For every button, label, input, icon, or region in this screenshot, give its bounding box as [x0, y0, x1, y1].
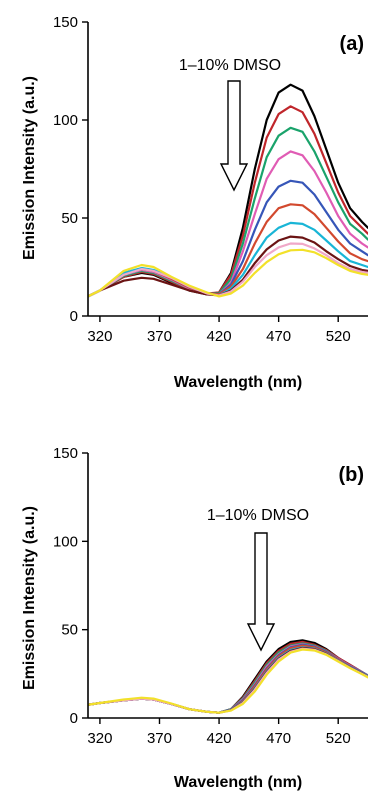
- series-line-9: [88, 649, 368, 713]
- series-group: [88, 640, 368, 712]
- y-tick-label: 100: [53, 533, 78, 550]
- chart-panel-b: Emission Intensity (a.u.) Wavelength (nm…: [21, 445, 368, 791]
- x-tick-label: 420: [207, 730, 232, 747]
- chart-panel-a: Emission Intensity (a.u.) Wavelength (nm…: [21, 14, 368, 391]
- y-tick-label: 150: [53, 445, 78, 462]
- annotation-a: 1–10% DMSO: [179, 57, 281, 74]
- x-tick-label: 320: [87, 730, 112, 747]
- y-axis-title-a: Emission Intensity (a.u.): [21, 76, 38, 260]
- y-tick-label: 0: [70, 710, 78, 727]
- series-line-8: [88, 648, 368, 713]
- x-tick-label: 520: [326, 328, 351, 345]
- y-tick-label: 0: [70, 308, 78, 325]
- series-line-7: [88, 647, 368, 712]
- x-tick-label: 520: [326, 730, 351, 747]
- x-tick-label: 470: [266, 730, 291, 747]
- annotation-b: 1–10% DMSO: [207, 507, 309, 524]
- x-axis-title-a: Wavelength (nm): [174, 374, 302, 391]
- y-tick-label: 150: [53, 14, 78, 31]
- y-tick-label: 100: [53, 112, 78, 129]
- x-tick-label: 470: [266, 328, 291, 345]
- panel-label-a: (a): [340, 33, 364, 55]
- down-arrow-icon: [248, 533, 274, 650]
- x-tick-label: 370: [147, 730, 172, 747]
- x-tick-label: 320: [87, 328, 112, 345]
- y-axis-title-b: Emission Intensity (a.u.): [21, 506, 38, 690]
- y-tick-label: 50: [61, 622, 78, 639]
- x-tick-label: 420: [207, 328, 232, 345]
- series-line-10: [88, 650, 368, 713]
- y-tick-label: 50: [61, 210, 78, 227]
- panel-label-b: (b): [338, 464, 364, 486]
- x-axis-title-b: Wavelength (nm): [174, 774, 302, 791]
- down-arrow-icon: [221, 81, 247, 190]
- x-tick-label: 370: [147, 328, 172, 345]
